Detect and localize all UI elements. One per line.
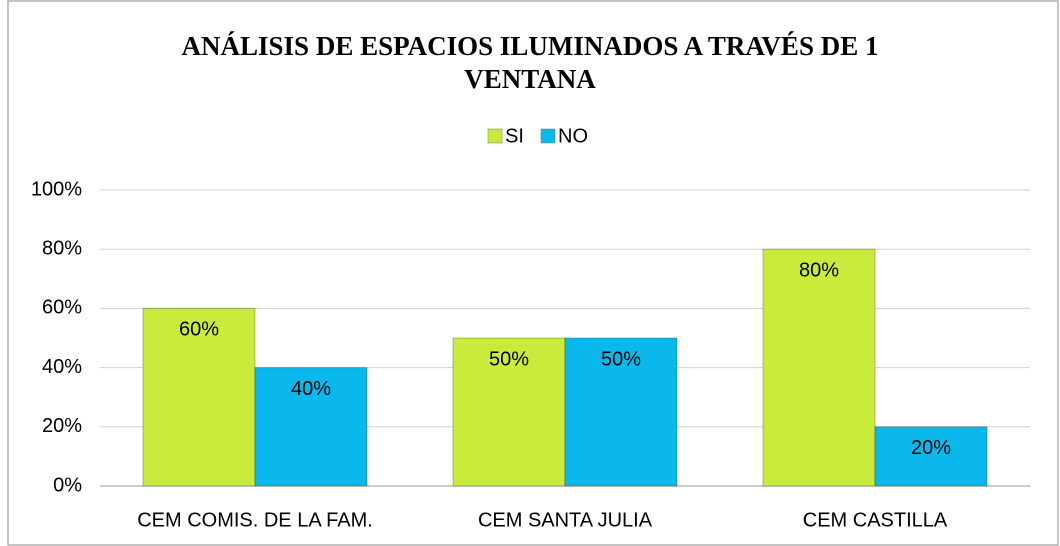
value-label: 40% (291, 378, 331, 400)
bar (142, 307, 256, 487)
y-tick-label: 0% (53, 474, 82, 496)
chart-title: ANÁLISIS DE ESPACIOS ILUMINADOS A TRAVÉS… (181, 31, 879, 94)
y-tick-label: 60% (42, 297, 82, 319)
legend-swatch (540, 128, 556, 144)
legend-swatch (487, 128, 503, 144)
bar (564, 337, 678, 487)
bar (254, 367, 368, 487)
bar (762, 248, 876, 487)
value-label: 50% (601, 348, 641, 370)
legend-label: NO (558, 125, 588, 147)
x-tick-label: CEM CASTILLA (803, 509, 948, 531)
value-label: 60% (179, 319, 219, 341)
y-tick-label: 80% (42, 237, 82, 259)
bar (874, 426, 988, 487)
y-tick-label: 20% (42, 415, 82, 437)
value-label: 20% (911, 437, 951, 459)
x-tick-label: CEM SANTA JULIA (478, 509, 653, 531)
value-label: 80% (799, 259, 839, 281)
bar (452, 337, 566, 487)
y-tick-label: 100% (31, 178, 82, 200)
chart-border (7, 0, 1059, 546)
value-label: 50% (489, 348, 529, 370)
x-tick-label: CEM COMIS. DE LA FAM. (137, 509, 373, 531)
y-tick-label: 40% (42, 356, 82, 378)
legend-label: SI (505, 125, 524, 147)
